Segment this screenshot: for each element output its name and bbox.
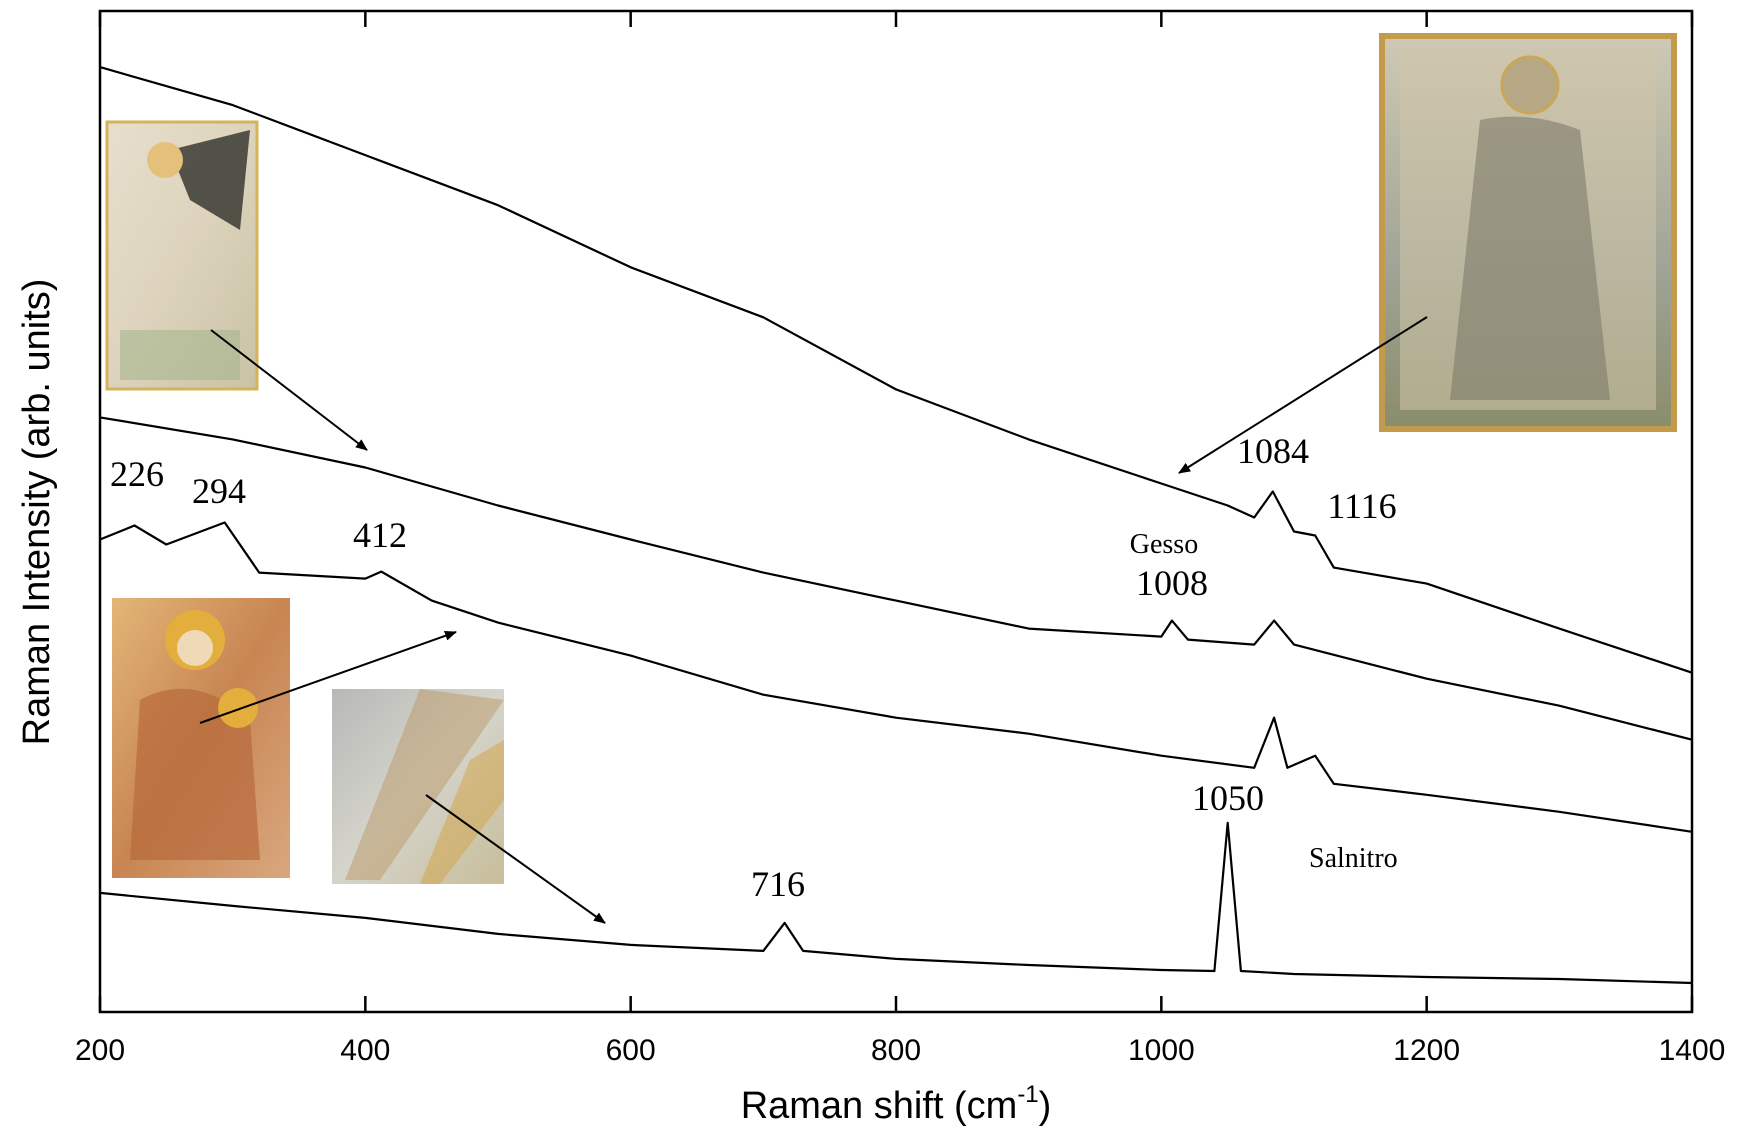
x-axis-title-sup: -1 <box>1017 1081 1038 1108</box>
peak-annotation: 1084 <box>1237 431 1309 471</box>
x-tick-label: 400 <box>340 1034 390 1067</box>
peak-annotation: Gesso <box>1130 529 1198 560</box>
x-tick-label: 600 <box>606 1034 656 1067</box>
y-axis-title: Raman Intensity (arb. units) <box>16 279 58 746</box>
spectrum-line <box>99 66 1693 674</box>
peak-annotation: 294 <box>192 471 246 511</box>
peak-annotation: 412 <box>353 515 407 555</box>
x-tick-label: 1400 <box>1659 1034 1726 1067</box>
arrow <box>1178 316 1428 474</box>
peak-annotation: Salnitro <box>1309 843 1398 874</box>
inset-saint <box>1379 33 1677 432</box>
x-axis-title-end: ) <box>1039 1085 1052 1127</box>
inset-madonna <box>112 598 290 878</box>
peak-annotation: 226 <box>110 454 164 494</box>
peak-annotation: 716 <box>751 864 805 904</box>
x-tick-label: 800 <box>871 1034 921 1067</box>
spectrum-line <box>99 521 1693 833</box>
peak-annotation: 1008 <box>1136 563 1208 603</box>
arrows <box>199 316 1428 924</box>
spectrum-line <box>99 416 1693 741</box>
plot-area <box>99 66 1693 985</box>
x-tick-label: 200 <box>75 1034 125 1067</box>
inset-plaster <box>332 689 504 884</box>
x-tick-label: 1200 <box>1393 1034 1460 1067</box>
arrow <box>199 630 457 724</box>
x-axis-title: Raman shift (cm-1) <box>741 1081 1052 1127</box>
inset-angel <box>105 120 259 391</box>
x-tick-label: 1000 <box>1128 1034 1195 1067</box>
peak-annotation: 1050 <box>1192 778 1264 818</box>
peak-annotation: 1116 <box>1327 486 1396 526</box>
x-axis-title-main: Raman shift (cm <box>741 1085 1018 1127</box>
arrow <box>210 329 368 451</box>
arrow <box>425 794 606 924</box>
spectrum-line <box>99 821 1693 985</box>
